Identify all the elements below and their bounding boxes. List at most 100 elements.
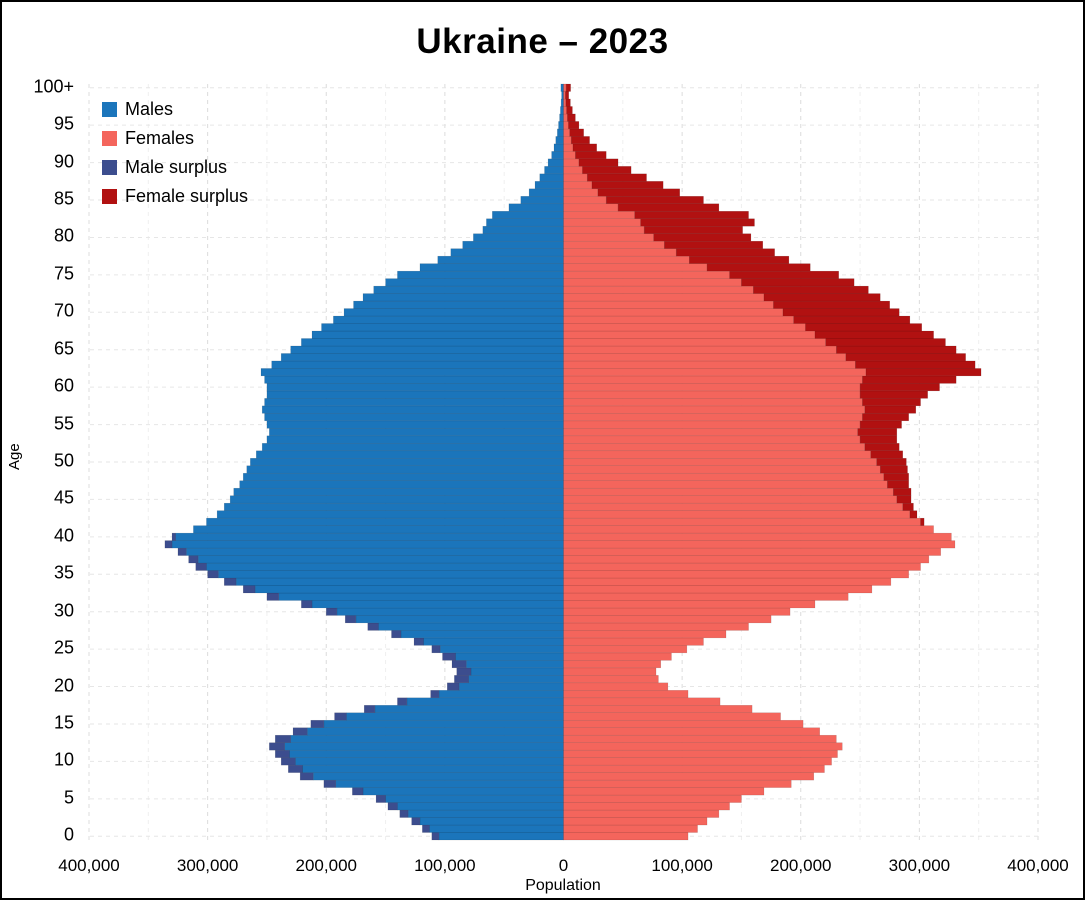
- bar-males-age-12: [284, 742, 564, 751]
- bar-males-age-36: [206, 562, 564, 571]
- bar-females-age-60: [563, 383, 861, 392]
- bar-females-age-52: [563, 443, 866, 452]
- y-tick-label-30: 30: [53, 600, 74, 621]
- bar-males-age-86: [528, 188, 564, 197]
- bar-males-age-60: [266, 383, 564, 392]
- bar-males-age-34: [235, 577, 564, 586]
- legend-item-female-surplus: Female surplus: [102, 186, 248, 207]
- bar-females-age-21: [563, 675, 659, 684]
- bar-females-age-31: [563, 600, 816, 609]
- bar-males-age-79: [462, 240, 564, 249]
- bar-female-surplus-age-58: [862, 398, 921, 407]
- bar-females-age-77: [563, 255, 690, 264]
- bar-female-surplus-age-82: [640, 218, 755, 227]
- bar-males-age-41: [193, 525, 564, 534]
- bar-females-age-25: [563, 645, 688, 654]
- y-tick-label-65: 65: [53, 338, 74, 359]
- bar-female-surplus-age-57: [864, 405, 917, 414]
- bar-females-age-16: [563, 712, 781, 721]
- bar-females-age-22: [563, 667, 657, 676]
- bar-females-age-41: [563, 525, 934, 534]
- bar-female-surplus-age-55: [859, 420, 902, 429]
- bar-females-age-37: [563, 555, 930, 564]
- bar-females-age-84: [563, 203, 619, 212]
- bar-females-age-33: [563, 585, 873, 594]
- bar-males-age-18: [406, 697, 564, 706]
- y-tick-label-75: 75: [53, 263, 74, 284]
- bar-males-age-29: [355, 615, 564, 624]
- bar-males-age-76: [419, 263, 564, 272]
- bar-females-age-20: [563, 682, 669, 691]
- y-tick-label-70: 70: [53, 300, 74, 321]
- bar-males-age-73: [373, 285, 564, 294]
- bar-males-age-28: [378, 622, 564, 631]
- bar-female-surplus-age-91: [575, 151, 607, 160]
- bar-female-surplus-age-86: [597, 188, 681, 197]
- x-tick-label-8: 400,000: [1007, 856, 1069, 875]
- bar-males-age-89: [544, 166, 564, 175]
- legend-item-females: Females: [102, 128, 248, 149]
- bar-male-surplus-age-38: [177, 547, 187, 556]
- y-tick-label-45: 45: [53, 487, 74, 508]
- bar-males-age-7: [335, 779, 564, 788]
- x-tick-label-2: 200,000: [295, 856, 357, 875]
- bar-male-surplus-age-20: [446, 682, 460, 691]
- bar-males-age-49: [246, 465, 564, 474]
- bar-females-age-78: [563, 248, 677, 257]
- bar-females-age-11: [563, 749, 838, 758]
- bar-male-surplus-age-27: [391, 630, 402, 639]
- bar-male-surplus-age-37: [188, 555, 199, 564]
- bar-females-age-54: [563, 428, 858, 437]
- bar-females-age-23: [563, 660, 662, 669]
- bar-males-age-91: [551, 151, 564, 160]
- bar-male-surplus-age-30: [326, 607, 338, 616]
- bar-females-age-47: [563, 480, 888, 489]
- bar-males-age-67: [311, 330, 564, 339]
- y-tick-label-50: 50: [53, 450, 74, 471]
- bar-females-age-57: [563, 405, 866, 414]
- bar-female-surplus-age-73: [753, 285, 869, 294]
- bar-males-age-83: [492, 210, 564, 219]
- bar-males-age-85: [520, 196, 564, 205]
- bar-male-surplus-age-11: [274, 749, 290, 758]
- bar-male-surplus-age-34: [223, 577, 237, 586]
- bar-males-age-93: [555, 136, 564, 145]
- bar-male-surplus-age-22: [456, 667, 472, 676]
- bar-females-age-36: [563, 562, 921, 571]
- bar-females-age-0: [563, 832, 689, 841]
- bar-males-age-80: [473, 233, 564, 242]
- bar-females-age-87: [563, 181, 593, 190]
- x-axis-label: Population: [525, 877, 601, 894]
- bar-males-age-54: [269, 428, 564, 437]
- bar-male-surplus-age-36: [195, 562, 207, 571]
- bar-female-surplus-age-79: [664, 240, 764, 249]
- bar-female-surplus-age-75: [729, 270, 839, 279]
- bar-females-age-91: [563, 151, 576, 160]
- bar-males-age-64: [280, 353, 564, 362]
- x-tick-label-6: 200,000: [770, 856, 832, 875]
- y-tick-label-35: 35: [53, 562, 74, 583]
- bar-males-age-22: [470, 667, 564, 676]
- bar-males-age-81: [482, 225, 564, 234]
- bar-females-age-28: [563, 622, 749, 631]
- bar-females-age-35: [563, 570, 909, 579]
- bar-females-age-49: [563, 465, 881, 474]
- bar-males-age-15: [323, 719, 564, 728]
- bar-males-age-14: [307, 727, 564, 736]
- bar-female-surplus-age-52: [864, 443, 900, 452]
- bar-female-surplus-age-93: [570, 136, 590, 145]
- bar-males-age-66: [301, 338, 564, 347]
- bar-females-age-1: [563, 824, 698, 833]
- y-tick-label-85: 85: [53, 188, 74, 209]
- bar-males-age-3: [407, 809, 564, 818]
- bar-female-surplus-age-64: [845, 353, 966, 362]
- bar-female-surplus-age-67: [814, 330, 934, 339]
- y-tick-label-60: 60: [53, 375, 74, 396]
- bar-males-age-10: [295, 757, 564, 766]
- bar-females-age-44: [563, 502, 904, 511]
- bar-female-surplus-age-46: [893, 487, 912, 496]
- bar-males-age-19: [438, 690, 564, 699]
- bar-females-age-51: [563, 450, 871, 459]
- bar-males-age-4: [397, 802, 564, 811]
- bar-male-surplus-age-13: [274, 734, 291, 743]
